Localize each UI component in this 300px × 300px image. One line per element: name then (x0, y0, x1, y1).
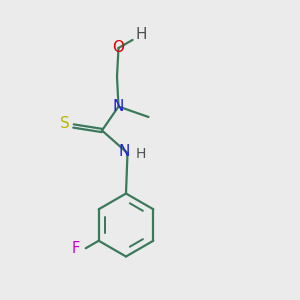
Text: H: H (136, 148, 146, 161)
Text: H: H (135, 27, 147, 42)
Text: S: S (60, 116, 69, 130)
Text: O: O (112, 40, 124, 56)
Text: F: F (72, 241, 80, 256)
Text: N: N (119, 144, 130, 159)
Text: N: N (113, 99, 124, 114)
